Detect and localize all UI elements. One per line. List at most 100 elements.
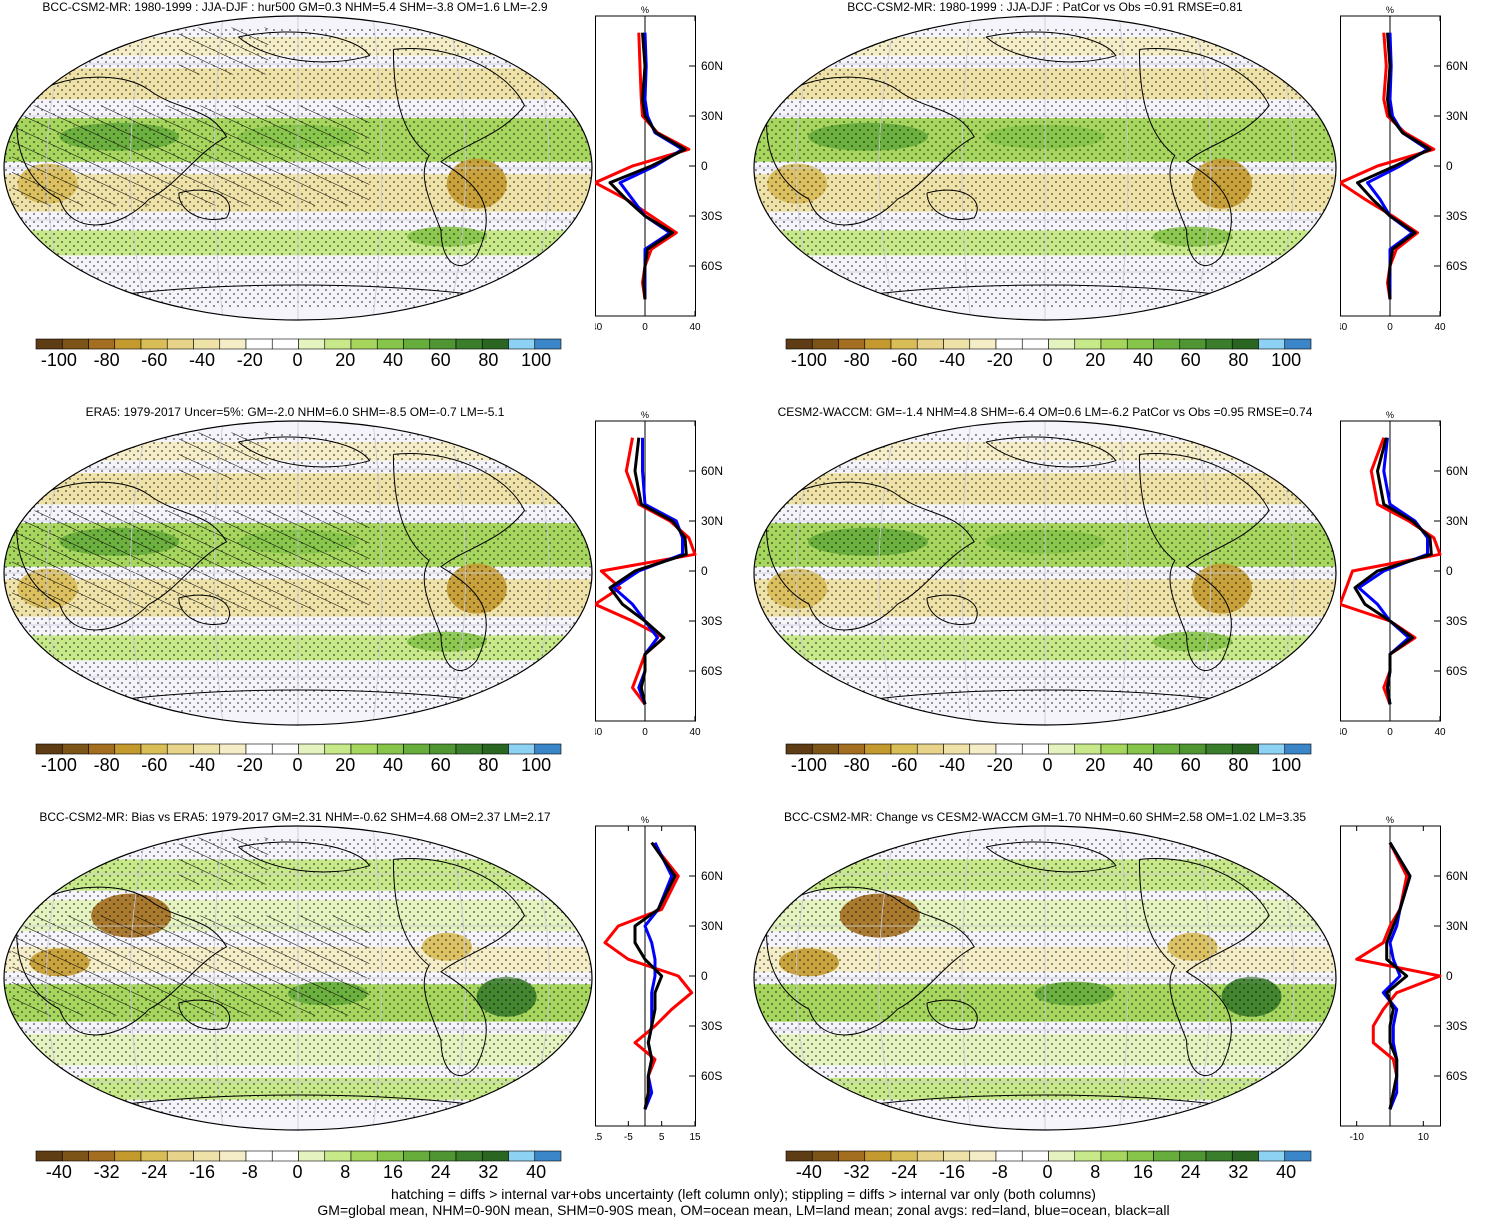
colorbar-swatch (864, 743, 892, 755)
x-tick-label: -40 (1340, 727, 1348, 738)
map (753, 420, 1337, 726)
colorbar-tick-label: 40 (382, 350, 403, 370)
colorbar-swatch (324, 743, 352, 755)
lat-tick-label: 60N (701, 59, 723, 73)
colorbar-swatch (114, 1150, 142, 1162)
colorbar (35, 338, 562, 350)
colorbar-swatch (35, 743, 63, 755)
colorbar-swatch (508, 338, 536, 350)
panel-5: BCC-CSM2-MR: Change vs CESM2-WACCM GM=1.… (750, 810, 1487, 1210)
colorbar-swatch (1021, 743, 1049, 755)
colorbar-swatch (864, 1150, 892, 1162)
colorbar-tick-label: 32 (1228, 1162, 1249, 1182)
colorbar-tick-label: -16 (189, 1162, 216, 1182)
colorbar-swatch (245, 338, 273, 350)
colorbar-tick-label: 80 (478, 350, 499, 370)
colorbar-swatch (376, 743, 404, 755)
colorbar-tick-label: 32 (478, 1162, 499, 1182)
colorbar-swatch (219, 338, 247, 350)
colorbar-tick-label: 40 (1276, 1162, 1297, 1182)
x-tick-label: 5 (659, 1132, 665, 1143)
colorbar-swatch (429, 743, 457, 755)
colorbar-tick-label: 100 (1271, 350, 1302, 370)
colorbar-swatch (1258, 338, 1286, 350)
colorbar-swatch (455, 338, 483, 350)
colorbar-swatch (838, 743, 866, 755)
colorbar-swatch (1048, 743, 1076, 755)
colorbar-swatch (1048, 1150, 1076, 1162)
panel-4: BCC-CSM2-MR: Bias vs ERA5: 1979-2017 GM=… (0, 810, 740, 1210)
footer-line-2: GM=global mean, NHM=0-90N mean, SHM=0-90… (317, 1202, 1170, 1218)
panel-2: ERA5: 1979-2017 Uncer=5%: GM=-2.0 NHM=6.… (0, 405, 740, 805)
colorbar-swatch (1021, 1150, 1049, 1162)
colorbar-swatch (969, 743, 997, 755)
colorbar-swatch (298, 743, 326, 755)
colorbar-tick-label: -20 (986, 350, 1013, 370)
lat-tick-label: 30N (1446, 109, 1468, 123)
colorbar-swatch (1179, 743, 1207, 755)
colorbar-swatch (481, 338, 509, 350)
colorbar-swatch (429, 1150, 457, 1162)
lat-tick-label: 0 (1446, 159, 1453, 173)
colorbar-swatch (1153, 338, 1181, 350)
colorbar-swatch (219, 1150, 247, 1162)
colorbar-swatch (140, 338, 168, 350)
colorbar-swatch (1205, 1150, 1233, 1162)
colorbar-tick-label: -40 (189, 755, 216, 775)
colorbar-tick-label: -100 (790, 755, 827, 775)
colorbar-tick-label: -32 (843, 1162, 870, 1182)
colorbar-swatch (1284, 1150, 1312, 1162)
lat-tick-label: 30N (1446, 514, 1468, 528)
x-tick-label: 10 (1418, 1132, 1430, 1143)
zonal-mean-plot: % 60N 30N 0 30S 60S -40 0 40 (1340, 5, 1468, 333)
footer-line-1: hatching = diffs > internal var+obs unce… (391, 1186, 1096, 1202)
colorbar-tick-label: -60 (891, 350, 918, 370)
colorbar-swatch (943, 1150, 971, 1162)
colorbar-tick-label: -80 (843, 350, 870, 370)
colorbar-swatch (534, 338, 562, 350)
panel-title: BCC-CSM2-MR: Bias vs ERA5: 1979-2017 GM=… (39, 810, 551, 824)
colorbar-swatch (1074, 1150, 1102, 1162)
colorbar-swatch (1231, 338, 1259, 350)
x-tick-label: 15 (689, 1132, 701, 1143)
lat-tick-label: 30S (701, 614, 722, 628)
colorbar-swatch (219, 743, 247, 755)
colorbar-tick-label: 80 (478, 755, 499, 775)
colorbar-tick-label: -40 (795, 1162, 822, 1182)
x-tick-label: -5 (624, 1132, 633, 1143)
colorbar (35, 743, 562, 755)
zonal-mean-plot: % 60N 30N 0 30S 60S -15 -5 5 15 (595, 815, 723, 1143)
colorbar-swatch (838, 1150, 866, 1162)
colorbar-swatch (88, 743, 116, 755)
colorbar-swatch (916, 1150, 944, 1162)
colorbar (785, 743, 1312, 755)
colorbar-swatch (88, 1150, 116, 1162)
lat-tick-label: 0 (1446, 969, 1453, 983)
panel-title: BCC-CSM2-MR: 1980-1999 : JJA-DJF : hur50… (42, 0, 548, 14)
colorbar-tick-label: -16 (939, 1162, 966, 1182)
lat-tick-label: 60N (1446, 464, 1468, 478)
colorbar-tick-label: -32 (93, 1162, 120, 1182)
colorbar-swatch (271, 1150, 299, 1162)
panel-3: CESM2-WACCM: GM=-1.4 NHM=4.8 SHM=-6.4 OM… (750, 405, 1487, 805)
x-tick-label: 0 (642, 727, 648, 738)
lat-tick-label: 0 (1446, 564, 1453, 578)
colorbar-swatch (61, 743, 89, 755)
series-line-red (1340, 32, 1436, 300)
lat-tick-label: 60S (701, 259, 722, 273)
zonal-mean-plot: % 60N 30N 0 30S 60S -40 0 40 (595, 410, 723, 738)
x-tick-label: -40 (1340, 322, 1348, 333)
lat-tick-label: 30N (701, 109, 723, 123)
colorbar-swatch (455, 743, 483, 755)
colorbar-swatch (350, 338, 378, 350)
colorbar-swatch (403, 338, 431, 350)
colorbar-swatch (890, 338, 918, 350)
colorbar-swatch (376, 338, 404, 350)
x-tick-label: 40 (1434, 322, 1446, 333)
colorbar-swatch (1126, 743, 1154, 755)
colorbar-swatch (1258, 1150, 1286, 1162)
colorbar (35, 1150, 562, 1162)
colorbar-swatch (1284, 338, 1312, 350)
colorbar-tick-label: 0 (292, 1162, 303, 1182)
colorbar-swatch (271, 338, 299, 350)
